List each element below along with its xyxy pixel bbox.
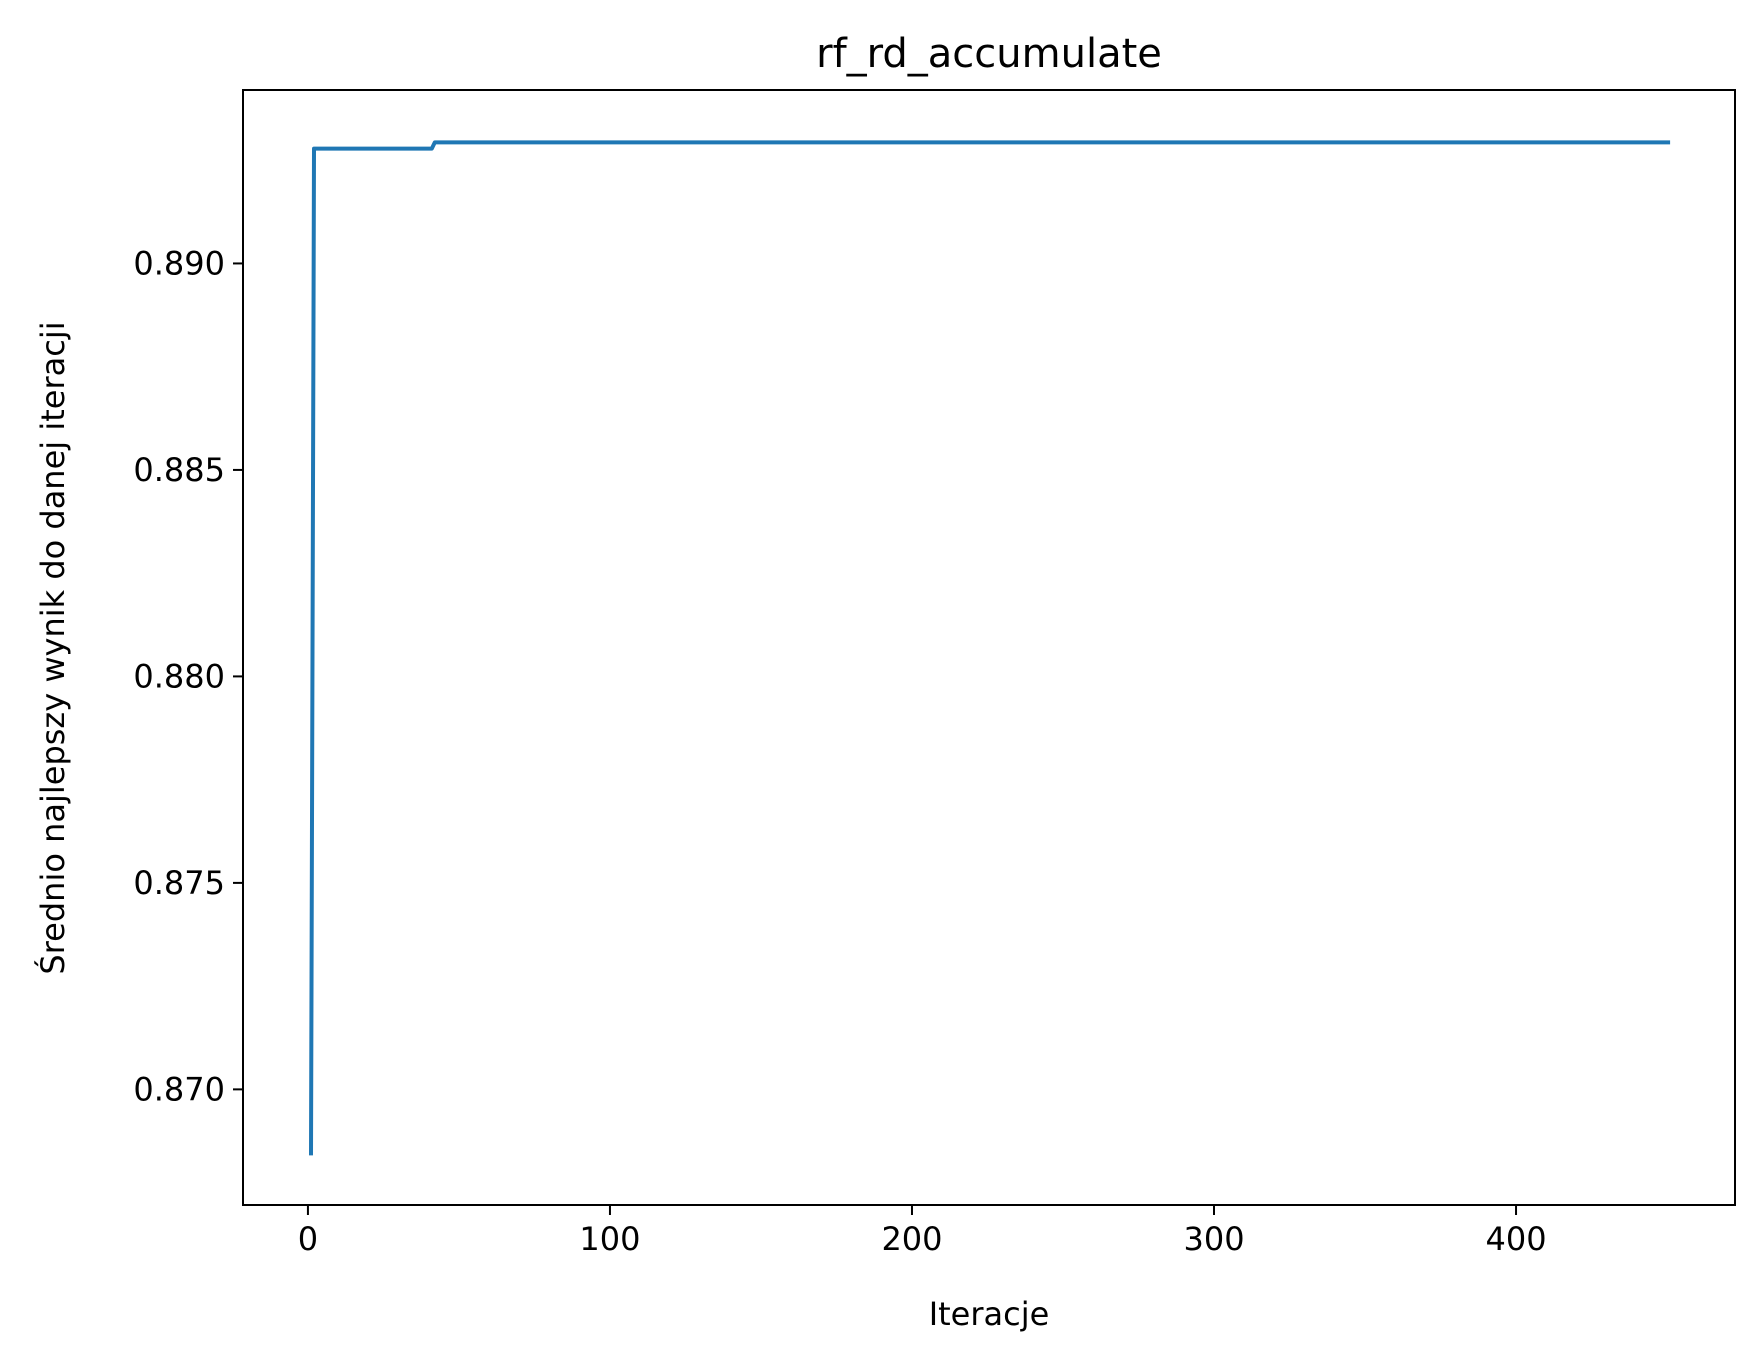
y-tick-label: 0.880 [133,657,225,695]
chart-title: rf_rd_accumulate [816,31,1162,77]
y-tick-label: 0.885 [133,451,225,489]
x-tick-label: 300 [1183,1220,1244,1258]
plot-area-frame [242,89,1736,1206]
y-tick-label: 0.870 [133,1070,225,1108]
y-tick-label: 0.875 [133,864,225,902]
y-axis-label: Średnio najlepszy wynik do danej iteracj… [33,321,72,974]
x-axis-label: Iteracje [929,1295,1050,1333]
series-group [309,140,1671,1156]
x-axis: 0 100 200 300 400 [298,1205,1547,1258]
y-tick-label: 0.890 [133,244,225,282]
x-tick-label: 0 [298,1220,318,1258]
x-tick-label: 200 [881,1220,942,1258]
y-axis: 0.870 0.875 0.880 0.885 0.890 [133,244,243,1108]
x-tick-label: 400 [1485,1220,1546,1258]
series-line [309,140,1671,1156]
x-tick-label: 100 [579,1220,640,1258]
